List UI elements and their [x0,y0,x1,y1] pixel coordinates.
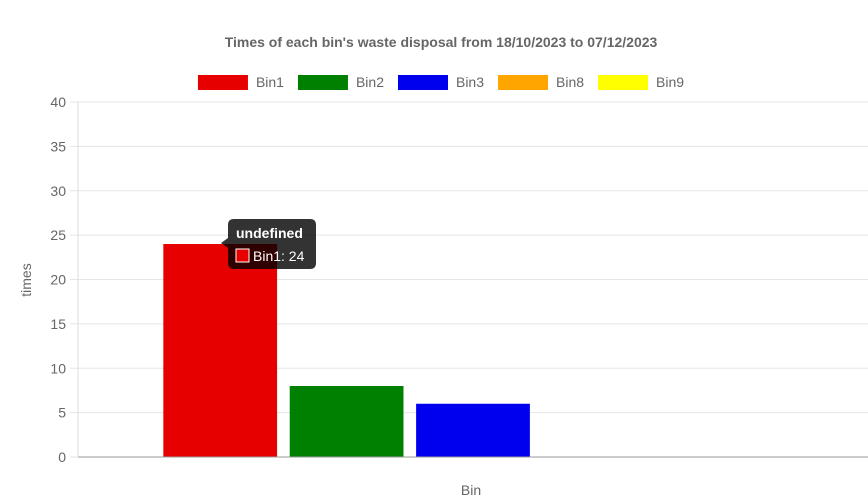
legend-label: Bin9 [656,74,684,90]
legend-label: Bin1 [256,74,284,90]
bars [163,244,530,457]
y-axis-ticks: 0 5 10 15 20 25 30 35 40 [50,94,66,465]
legend-swatch [297,75,348,90]
legend-swatch [397,75,448,90]
y-tick-label: 20 [50,272,66,288]
legend-item-bin1[interactable]: Bin1 [197,74,284,90]
chart-title: Times of each bin's waste disposal from … [225,34,658,50]
legend-label: Bin2 [356,74,384,90]
legend-swatch [197,75,248,90]
y-axis-title: times [18,263,34,296]
y-tick-label: 15 [50,316,66,332]
tooltip: undefined Bin1: 24 [221,219,316,269]
legend-swatch [498,75,549,90]
legend-label: Bin8 [556,74,584,90]
y-tick-label: 25 [50,227,66,243]
legend-item-bin9[interactable]: Bin9 [598,74,684,90]
bar-bin2[interactable] [289,386,404,457]
y-tick-label: 40 [50,94,66,110]
legend-swatch [598,75,649,90]
y-tick-label: 35 [50,138,66,154]
legend-item-bin2[interactable]: Bin2 [297,74,384,90]
y-tick-label: 0 [58,449,66,465]
tooltip-title: undefined [236,225,303,241]
legend: Bin1 Bin2 Bin3 Bin8 Bin9 [197,74,684,90]
y-tick-label: 5 [58,405,66,421]
y-tick-label: 30 [50,183,66,199]
tooltip-color-swatch [235,248,250,263]
legend-item-bin8[interactable]: Bin8 [498,74,584,90]
tooltip-label: Bin1: 24 [253,248,305,264]
bar-bin3[interactable] [416,403,530,457]
legend-item-bin3[interactable]: Bin3 [397,74,484,90]
legend-label: Bin3 [456,74,484,90]
x-axis-title: Bin [461,482,481,498]
y-tick-label: 10 [50,360,66,376]
bar-bin1[interactable] [163,244,278,457]
